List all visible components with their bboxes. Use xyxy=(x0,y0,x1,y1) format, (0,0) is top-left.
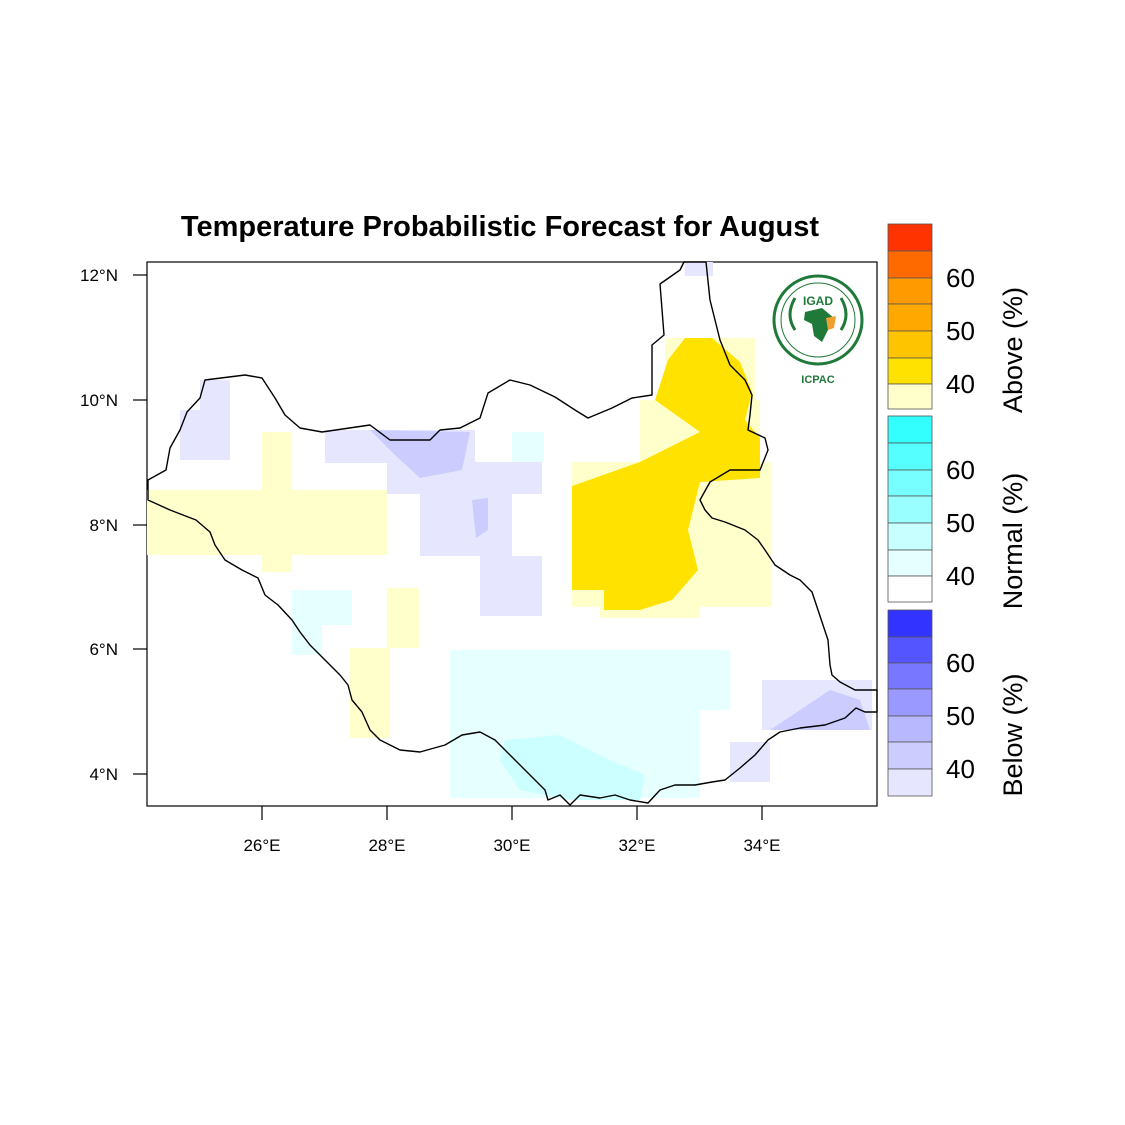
x-tick-label: 32°E xyxy=(618,836,655,855)
legend-above-label: 40 xyxy=(946,369,975,399)
y-tick-label: 6°N xyxy=(89,640,118,659)
legend: 60 50 40 Above (%) 60 50 40 Normal (%) xyxy=(887,223,1028,797)
logo-name: IGAD xyxy=(803,294,833,308)
x-tick-label: 28°E xyxy=(368,836,405,855)
x-tick-label: 34°E xyxy=(743,836,780,855)
map-title: Temperature Probabilistic Forecast for A… xyxy=(181,211,819,243)
legend-normal-label: 50 xyxy=(946,508,975,538)
legend-below-title: Below (%) xyxy=(998,673,1028,796)
y-tick-label: 8°N xyxy=(89,516,118,535)
y-tick-label: 4°N xyxy=(89,765,118,784)
legend-above-label: 60 xyxy=(946,263,975,293)
legend-below: 60 50 40 Below (%) xyxy=(887,609,1028,797)
plot-area xyxy=(146,261,878,807)
y-axis: 12°N 10°N 8°N 6°N 4°N xyxy=(80,266,147,784)
legend-below-label: 60 xyxy=(946,648,975,678)
legend-normal-label: 40 xyxy=(946,561,975,591)
legend-normal: 60 50 40 Normal (%) xyxy=(887,415,1028,610)
country-border xyxy=(147,261,878,806)
logo-subtitle: ICPAC xyxy=(801,374,834,386)
below-45-region xyxy=(370,430,870,730)
above-50-region xyxy=(572,338,760,610)
igad-logo-icon: IGAD ICPAC xyxy=(772,274,864,386)
normal-45-region xyxy=(500,735,645,800)
legend-below-label: 40 xyxy=(946,754,975,784)
x-tick-label: 30°E xyxy=(493,836,530,855)
x-axis: 26°E 28°E 30°E 32°E 34°E xyxy=(243,806,781,855)
legend-above: 60 50 40 Above (%) xyxy=(887,223,1028,413)
y-tick-label: 12°N xyxy=(80,266,118,285)
legend-normal-label: 60 xyxy=(946,455,975,485)
legend-below-label: 50 xyxy=(946,701,975,731)
forecast-shading xyxy=(147,262,872,800)
y-tick-label: 10°N xyxy=(80,391,118,410)
legend-above-title: Above (%) xyxy=(998,287,1028,413)
legend-normal-title: Normal (%) xyxy=(998,473,1028,610)
legend-above-label: 50 xyxy=(946,316,975,346)
x-tick-label: 26°E xyxy=(243,836,280,855)
